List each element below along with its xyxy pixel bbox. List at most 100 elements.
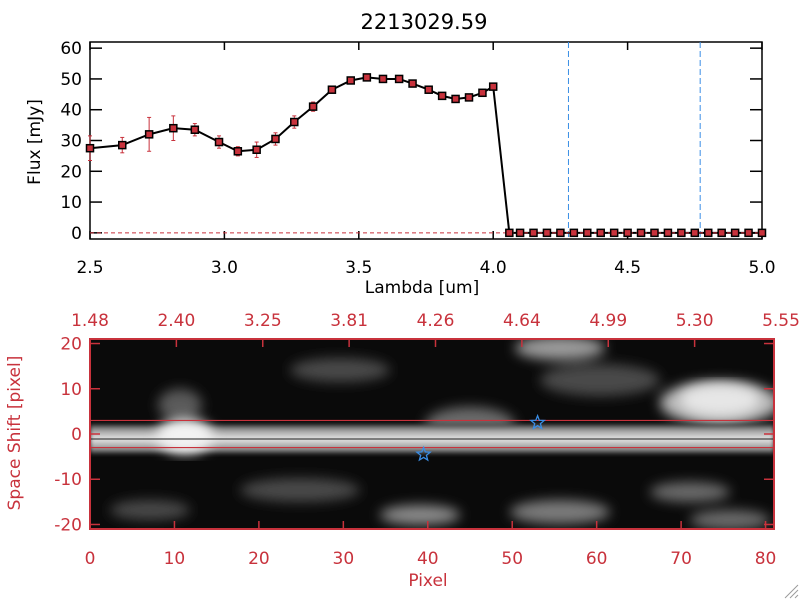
flux-point: [717, 228, 726, 238]
spectrum-y-ticks: 0 10 20 30 40 50 60: [60, 39, 762, 244]
flux-point: [378, 74, 388, 84]
flux-point: [488, 82, 498, 91]
flux-point: [505, 228, 514, 238]
shift-y-tick-label: 0: [71, 425, 82, 445]
pixel-x-tick-label: 10: [164, 549, 186, 569]
pixel-x-tick-label: 20: [248, 549, 270, 569]
spectrum-y-tick-label: 30: [60, 132, 82, 152]
spectrum-x-ticks: 2.5 3.0 3.5 4.0 4.5 5.0: [76, 42, 776, 278]
wavelength-top-tick-label: 3.25: [244, 311, 282, 331]
flux-point: [515, 228, 525, 238]
spectrum-x-tick-label: 2.5: [76, 258, 103, 278]
flux-point: [362, 73, 372, 82]
wavelength-top-ticks: 1.48 2.40 3.25 3.81 4.26 4.64 4.99 5.30 5.55: [71, 311, 800, 347]
flux-point: [556, 228, 565, 238]
flux-point: [583, 228, 592, 238]
flux-point: [542, 228, 552, 238]
flux-point: [569, 228, 579, 238]
spectrum-y-tick-label: 60: [60, 39, 82, 59]
pixel-x-tick-label: 40: [417, 549, 439, 569]
flux-point: [144, 130, 154, 139]
flux-point: [529, 228, 538, 238]
flux-markers: [85, 73, 767, 238]
pixel-x-tick-label: 50: [501, 549, 523, 569]
flux-point: [690, 228, 700, 238]
flux-point: [169, 123, 178, 133]
spectrum-y-tick-label: 40: [60, 101, 82, 121]
spectral-image-plot: 0 10 20 30 40 50 60 70 80 -20 -10 0 10 20 1.48 2.40 3.…: [54, 311, 800, 569]
flux-point: [623, 228, 632, 238]
flux-point: [190, 125, 200, 134]
flux-point: [464, 93, 474, 102]
star-icon: [415, 445, 432, 462]
flux-point: [252, 145, 261, 154]
spectral-image: [90, 339, 774, 529]
flux-point: [596, 228, 605, 238]
spectrum-y-tick-label: 50: [60, 70, 82, 90]
spectrum-y-label: Flux [mJy]: [25, 99, 45, 185]
flux-line: [89, 76, 762, 234]
pixel-x-tick-label: 60: [586, 549, 608, 569]
flux-point: [703, 228, 713, 238]
spectrum-x-label: Lambda [um]: [365, 278, 479, 298]
flux-point: [650, 228, 659, 238]
wavelength-top-tick-label: 4.26: [417, 311, 455, 331]
shift-y-tick-label: -20: [54, 515, 82, 535]
shift-y-tick-label: 20: [60, 335, 82, 355]
spectrum-plot: 2.5 3.0 3.5 4.0 4.5 5.0 0 10 20 30 40 50 60: [60, 39, 775, 278]
wavelength-top-tick-label: 3.81: [330, 311, 368, 331]
spectrum-title: 2213029.59: [361, 10, 488, 34]
flux-point: [85, 143, 95, 153]
pixel-x-label: Pixel: [408, 571, 447, 591]
flux-point: [677, 228, 686, 238]
wavelength-top-tick-label: 4.64: [503, 311, 541, 331]
pixel-x-ticks: 0 10 20 30 40 50 60 70 80: [85, 521, 777, 569]
aperture-lines: [90, 419, 774, 449]
shift-y-label: Space Shift [pixel]: [5, 356, 25, 511]
wavelength-top-tick-label: 5.30: [676, 311, 714, 331]
error-bars: [88, 74, 496, 162]
resize-grip-icon[interactable]: [784, 584, 799, 599]
flux-point: [118, 140, 127, 150]
wavelength-top-tick-label: 4.99: [589, 311, 627, 331]
flux-point: [346, 76, 355, 85]
wavelength-markers: [567, 42, 701, 239]
flux-point: [271, 134, 280, 144]
star-icon: [529, 413, 546, 430]
spectrum-x-tick-label: 5.0: [748, 258, 775, 278]
flux-point: [408, 79, 417, 88]
flux-point: [744, 228, 753, 238]
wavelength-top-tick-label: 1.48: [71, 311, 109, 331]
flux-point: [663, 228, 673, 238]
wavelength-top-tick-label: 5.55: [762, 311, 800, 331]
pixel-x-tick-label: 0: [85, 549, 96, 569]
shift-y-tick-label: 10: [60, 380, 82, 400]
spectrum-y-tick-label: 20: [60, 162, 82, 182]
flux-point: [394, 74, 404, 84]
spectrum-x-tick-label: 4.0: [480, 258, 507, 278]
spectrum-x-tick-label: 3.0: [211, 258, 238, 278]
flux-point: [609, 228, 619, 238]
spectrum-y-tick-label: 10: [60, 193, 82, 213]
spectrum-y-tick-label: 0: [71, 224, 82, 244]
source-stars: [415, 413, 546, 462]
flux-point: [214, 137, 224, 147]
flux-point: [451, 94, 460, 104]
pixel-x-tick-label: 80: [755, 549, 777, 569]
flux-point: [233, 147, 243, 156]
flux-point: [327, 85, 337, 94]
flux-point: [424, 85, 433, 94]
flux-point: [636, 228, 646, 238]
flux-point: [437, 91, 447, 101]
spectrum-frame: [89, 41, 763, 240]
wavelength-top-tick-label: 2.40: [157, 311, 195, 331]
pixel-x-tick-label: 70: [670, 549, 692, 569]
flux-point: [290, 117, 299, 127]
flux-point: [478, 88, 487, 98]
spectrum-x-tick-label: 3.5: [345, 258, 372, 278]
shift-y-tick-label: -10: [54, 470, 82, 490]
pixel-x-tick-label: 30: [333, 549, 355, 569]
shift-y-ticks: -20 -10 0 10 20: [54, 335, 774, 535]
flux-point: [730, 228, 740, 238]
